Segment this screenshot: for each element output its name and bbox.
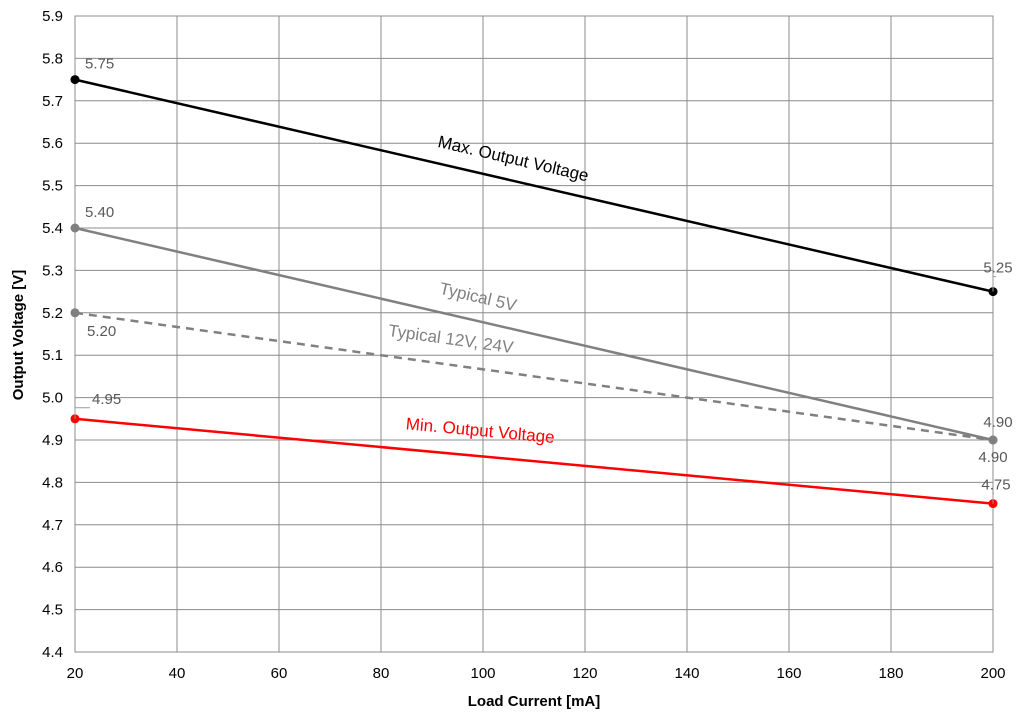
x-tick-label: 80 xyxy=(373,665,390,682)
data-label-leader xyxy=(74,407,90,419)
series-line-0 xyxy=(74,78,994,293)
data-label: 5.75 xyxy=(85,56,114,73)
y-tick-label: 4.5 xyxy=(42,602,63,619)
data-label: 4.95 xyxy=(92,391,121,408)
data-label: 5.25 xyxy=(983,260,1012,277)
x-tick-label: 20 xyxy=(67,665,84,682)
series-marker xyxy=(70,223,80,233)
y-tick-label: 5.0 xyxy=(42,390,63,407)
plot-border xyxy=(74,15,994,653)
y-tick-label: 5.4 xyxy=(42,220,63,237)
grid xyxy=(74,15,994,653)
y-axis-ticks: 4.4 4.5 4.6 4.7 4.8 4.9 5.0 5.1 5.2 5.3 5.4 5.5 5.6 5… xyxy=(42,8,63,661)
data-label: 4.90 xyxy=(978,449,1007,466)
series-line-1 xyxy=(74,226,994,442)
y-tick-label: 5.3 xyxy=(42,262,63,279)
series-name-label: Typical 12V, 24V xyxy=(387,321,515,357)
x-tick-label: 120 xyxy=(572,665,597,682)
series-marker xyxy=(70,75,80,85)
series-name-label: Max. Output Voltage xyxy=(436,132,590,185)
x-tick-label: 100 xyxy=(470,665,495,682)
y-tick-label: 5.8 xyxy=(42,50,63,67)
y-tick-label: 5.5 xyxy=(42,178,63,195)
y-tick-label: 4.8 xyxy=(42,474,63,491)
x-axis-ticks: 20 40 60 80 100 120 140 160 180 200 xyxy=(67,665,1006,682)
series-line-3 xyxy=(74,417,994,505)
y-axis-title: Output Voltage [V] xyxy=(10,270,27,401)
y-tick-label: 5.9 xyxy=(42,8,63,25)
series-layer xyxy=(70,75,998,509)
x-tick-label: 160 xyxy=(776,665,801,682)
y-tick-label: 4.7 xyxy=(42,517,63,534)
y-tick-label: 5.7 xyxy=(42,93,63,110)
x-tick-label: 180 xyxy=(878,665,903,682)
y-tick-label: 4.4 xyxy=(42,644,63,661)
data-label: 4.90 xyxy=(983,414,1012,431)
data-label: 5.20 xyxy=(87,323,116,340)
x-axis-title: Load Current [mA] xyxy=(468,693,601,710)
data-label: 5.40 xyxy=(85,204,114,221)
y-tick-label: 5.6 xyxy=(42,135,63,152)
series-name-label: Min. Output Voltage xyxy=(405,414,555,447)
data-label-leader xyxy=(992,276,996,292)
x-tick-label: 140 xyxy=(674,665,699,682)
data-label-leader xyxy=(992,493,994,504)
y-tick-label: 5.1 xyxy=(42,347,63,364)
x-tick-label: 40 xyxy=(169,665,186,682)
data-label: 4.75 xyxy=(981,477,1010,494)
y-tick-label: 4.9 xyxy=(42,432,63,449)
y-tick-label: 4.6 xyxy=(42,559,63,576)
x-tick-label: 200 xyxy=(980,665,1005,682)
series-line-2 xyxy=(74,311,994,442)
label-layer: 5.75 5.25 5.40 4.90 5.20 4.90 4.95 4.75 Max. Out… xyxy=(74,56,1013,504)
x-tick-label: 60 xyxy=(271,665,288,682)
series-marker xyxy=(988,435,998,445)
series-name-label: Typical 5V xyxy=(438,279,519,315)
series-marker xyxy=(70,308,80,318)
y-tick-label: 5.2 xyxy=(42,305,63,322)
